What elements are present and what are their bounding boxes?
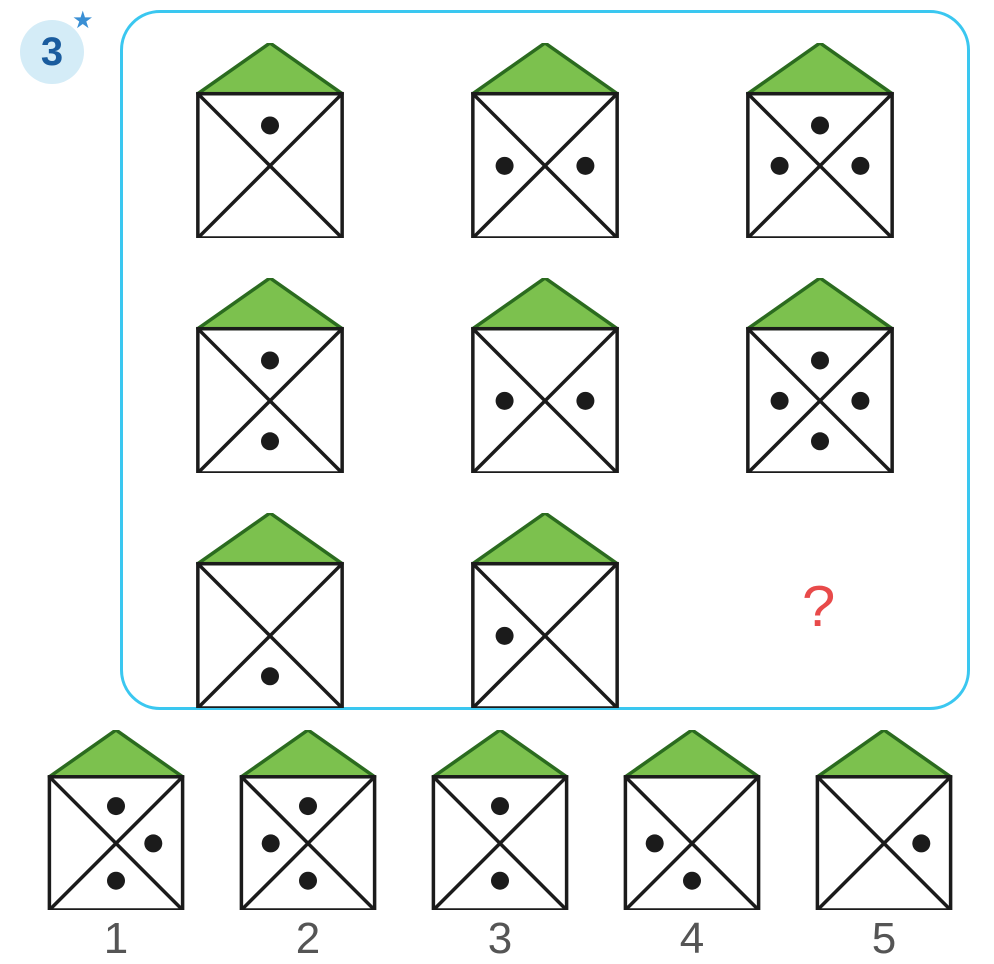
option-label: 4 <box>680 914 704 964</box>
house-svg <box>617 730 767 910</box>
star-icon: ★ <box>72 6 94 35</box>
house-svg <box>465 278 625 473</box>
house-svg <box>809 730 959 910</box>
grid-house <box>740 278 900 473</box>
house-svg <box>41 730 191 910</box>
option-1[interactable]: 1 <box>41 730 191 964</box>
options-row: 1 2 3 4 5 <box>20 730 980 964</box>
puzzle-frame: ? <box>120 10 970 710</box>
grid-house <box>465 513 625 708</box>
house-svg <box>233 730 383 910</box>
exercise-number: 3 <box>41 30 63 75</box>
house-svg <box>425 730 575 910</box>
puzzle-grid: ? <box>173 43 917 677</box>
house-svg <box>190 43 350 238</box>
option-5[interactable]: 5 <box>809 730 959 964</box>
option-house <box>41 730 191 910</box>
option-label: 3 <box>488 914 512 964</box>
option-house <box>425 730 575 910</box>
house-svg <box>740 278 900 473</box>
option-label: 5 <box>872 914 896 964</box>
grid-house <box>190 278 350 473</box>
option-label: 1 <box>104 914 128 964</box>
grid-house <box>465 43 625 238</box>
question-cell: ? <box>740 513 900 708</box>
option-4[interactable]: 4 <box>617 730 767 964</box>
house-svg <box>190 513 350 708</box>
option-label: 2 <box>296 914 320 964</box>
house-svg <box>465 43 625 238</box>
house-svg <box>740 43 900 238</box>
option-2[interactable]: 2 <box>233 730 383 964</box>
grid-house <box>190 43 350 238</box>
option-house <box>809 730 959 910</box>
option-3[interactable]: 3 <box>425 730 575 964</box>
option-house <box>617 730 767 910</box>
grid-house <box>190 513 350 708</box>
house-svg <box>190 278 350 473</box>
house-svg <box>465 513 625 708</box>
grid-house <box>740 43 900 238</box>
grid-house <box>465 278 625 473</box>
question-mark: ? <box>740 513 900 708</box>
option-house <box>233 730 383 910</box>
